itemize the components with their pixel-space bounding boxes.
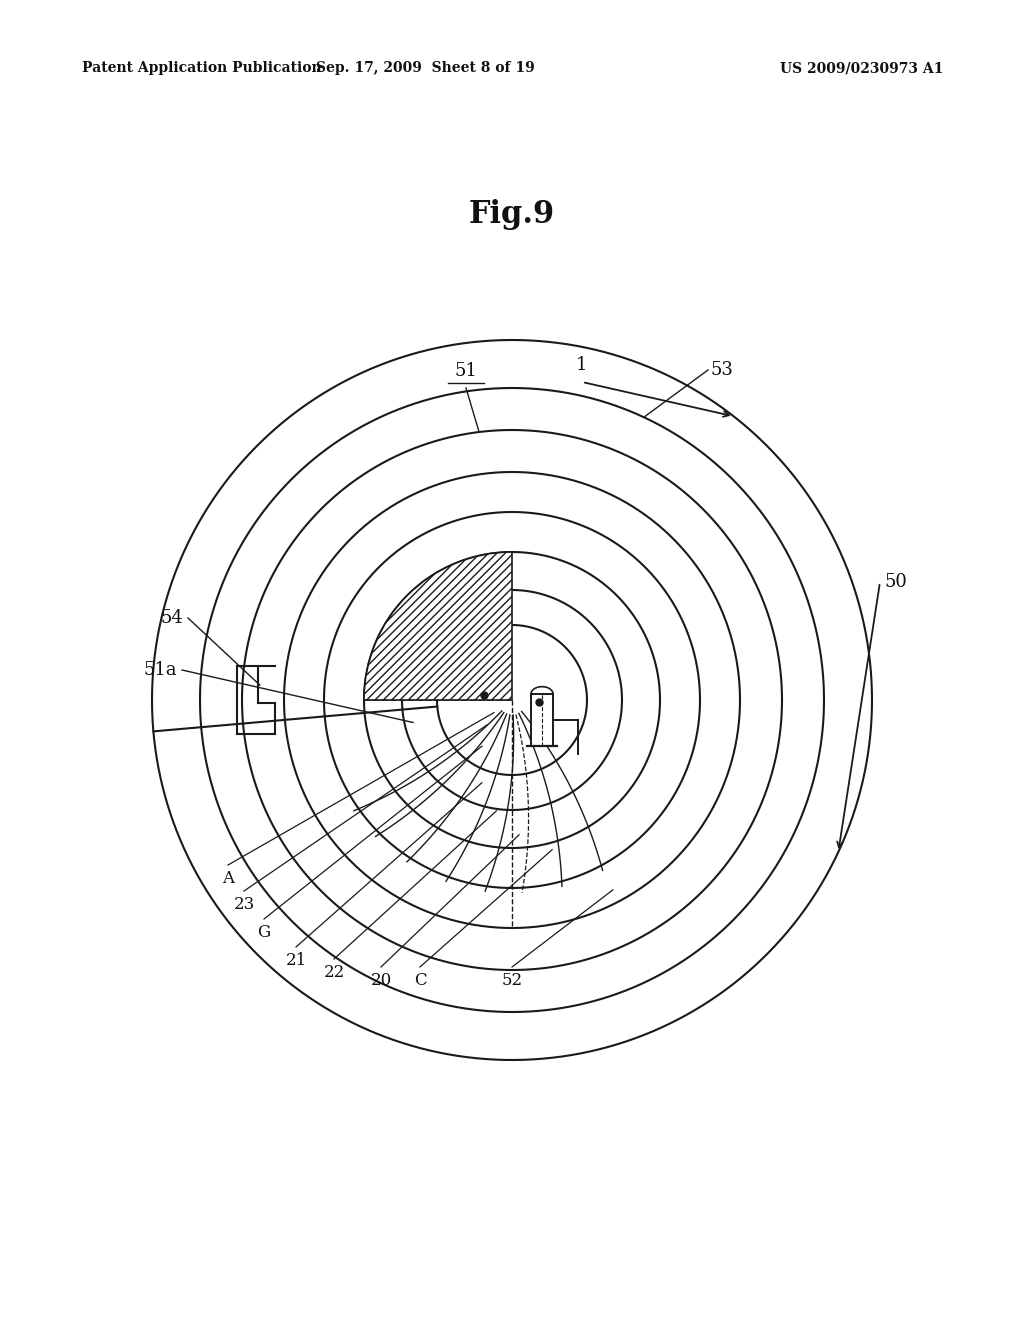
Bar — [531, 694, 553, 746]
Text: Patent Application Publication: Patent Application Publication — [82, 61, 322, 75]
Text: 1: 1 — [577, 356, 588, 374]
Text: 50: 50 — [885, 573, 908, 591]
Text: G: G — [257, 924, 270, 941]
Text: 53: 53 — [710, 360, 733, 379]
Text: US 2009/0230973 A1: US 2009/0230973 A1 — [780, 61, 944, 75]
Text: 54: 54 — [160, 609, 183, 627]
Text: 21: 21 — [286, 952, 306, 969]
Text: 52: 52 — [502, 972, 522, 989]
Text: 51a: 51a — [143, 661, 177, 678]
Text: A: A — [222, 870, 234, 887]
Text: 20: 20 — [371, 972, 391, 989]
Wedge shape — [364, 552, 512, 700]
Text: Fig.9: Fig.9 — [469, 199, 555, 231]
Text: C: C — [414, 972, 426, 989]
Text: Sep. 17, 2009  Sheet 8 of 19: Sep. 17, 2009 Sheet 8 of 19 — [315, 61, 535, 75]
Text: 22: 22 — [324, 964, 345, 981]
Text: 51: 51 — [455, 362, 477, 380]
Text: 23: 23 — [233, 896, 255, 913]
